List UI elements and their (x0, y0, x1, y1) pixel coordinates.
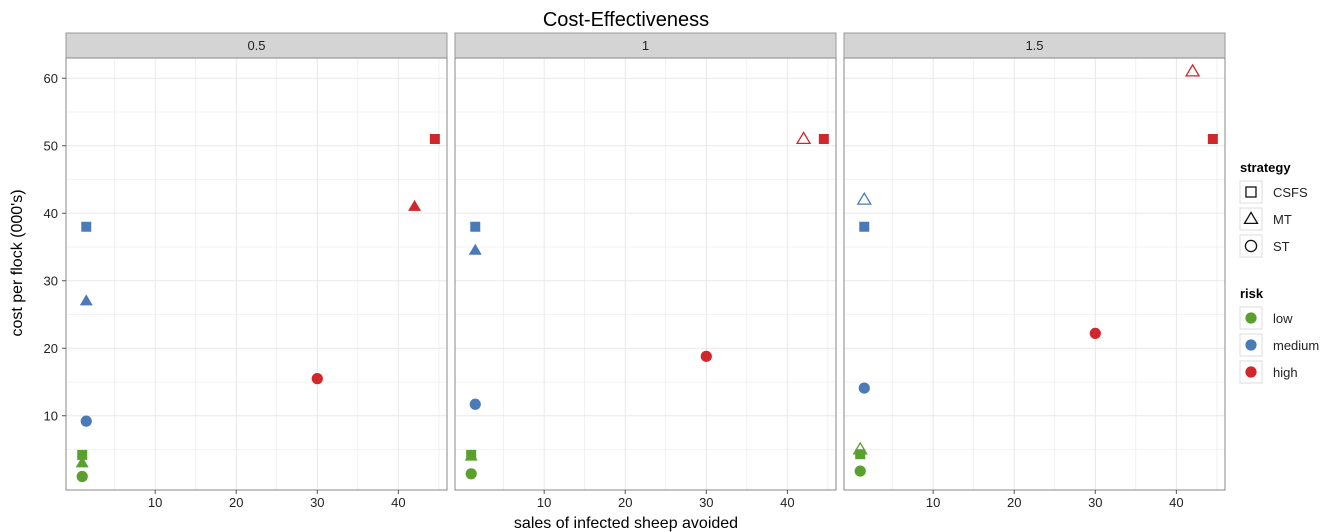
facet-strip (454, 32, 837, 59)
point-mt-high (408, 199, 422, 211)
legend-symbol-mt (1243, 211, 1259, 225)
legend-label-medium: medium (1273, 338, 1319, 353)
facet-panel: 1 10 20 30 40 (454, 32, 837, 510)
point-mt-low (75, 456, 89, 468)
legend-key-box (1239, 234, 1263, 258)
facet-plot-border (65, 57, 448, 491)
point-csfs-medium (859, 221, 870, 232)
facet-strip-label: 1 (642, 38, 649, 53)
x-tick-label: 10 (148, 495, 162, 510)
legend-label-low: low (1273, 311, 1293, 326)
point-st-medium (858, 382, 870, 394)
facet-strip-label: 0.5 (247, 38, 265, 53)
x-tick-label: 30 (699, 495, 713, 510)
legend-label-mt: MT (1273, 212, 1292, 227)
legend-symbol-high (1245, 366, 1257, 378)
x-tick-label: 30 (310, 495, 324, 510)
y-tick-label: 50 (44, 138, 58, 153)
legend-symbol-medium (1245, 339, 1257, 351)
x-axis-label: sales of infected sheep avoided (514, 515, 738, 532)
point-mt-high (1184, 63, 1201, 77)
y-tick-label: 30 (44, 273, 58, 288)
point-csfs-medium (81, 221, 92, 232)
point-st-high (1089, 327, 1101, 339)
point-st-high (311, 373, 323, 385)
y-tick-label: 10 (44, 408, 58, 423)
point-st-low (465, 468, 477, 480)
facet-plot-border (454, 57, 837, 491)
y-axis-label: cost per flock (000's) (9, 189, 26, 336)
facet-panel: 0.5 10 20 30 40 (65, 32, 448, 510)
point-csfs-high (1207, 134, 1218, 144)
point-csfs-high (429, 134, 440, 144)
point-csfs-medium (470, 221, 481, 232)
x-tick-label: 10 (926, 495, 940, 510)
legend-key-box (1239, 180, 1263, 204)
legend-symbol-st (1244, 239, 1258, 253)
x-tick-label: 40 (1169, 495, 1183, 510)
point-csfs-low (77, 449, 88, 460)
point-mt-high (795, 131, 812, 145)
y-tick-label: 20 (44, 341, 58, 356)
facet-strip (65, 32, 448, 59)
point-mt-medium (468, 243, 482, 255)
facet-plot-border (843, 57, 1226, 491)
facet-strip-label: 1.5 (1025, 38, 1043, 53)
point-st-low (854, 465, 866, 477)
point-mt-low (464, 449, 478, 461)
y-tick-label: 60 (44, 71, 58, 86)
facet-panel: 1.5 10 20 30 40 (843, 32, 1226, 510)
y-tick-label: 40 (44, 206, 58, 221)
point-st-high (700, 350, 712, 362)
point-csfs-high (818, 134, 829, 144)
x-tick-label: 40 (780, 495, 794, 510)
point-mt-low (852, 441, 868, 455)
x-tick-label: 40 (391, 495, 405, 510)
legend-label-csfs: CSFS (1273, 185, 1308, 200)
x-tick-label: 20 (1007, 495, 1021, 510)
legend-key-box (1239, 207, 1263, 231)
legend-symbol-low (1245, 312, 1257, 324)
chart-title: Cost-Effectiveness (543, 9, 709, 31)
point-st-low (76, 470, 88, 483)
point-st-medium (80, 415, 92, 427)
legend-label-st: ST (1273, 239, 1290, 254)
x-tick-label: 20 (618, 495, 632, 510)
x-tick-label: 10 (537, 495, 551, 510)
point-mt-medium (856, 191, 872, 205)
facet-strip (843, 32, 1226, 59)
legend-symbol-csfs (1245, 186, 1257, 198)
point-mt-medium (79, 294, 93, 306)
legend-label-high: high (1273, 365, 1298, 380)
x-tick-label: 30 (1088, 495, 1102, 510)
point-st-medium (469, 398, 481, 410)
facet-panels: 0.5 10 20 30 40 1 10 20 30 40 1.5 10 20 30 40 10 20 30 40 5… (44, 32, 1226, 510)
x-tick-label: 20 (229, 495, 243, 510)
legend-title-strategy: strategy (1240, 160, 1291, 175)
legend-title-risk: risk (1240, 286, 1264, 301)
